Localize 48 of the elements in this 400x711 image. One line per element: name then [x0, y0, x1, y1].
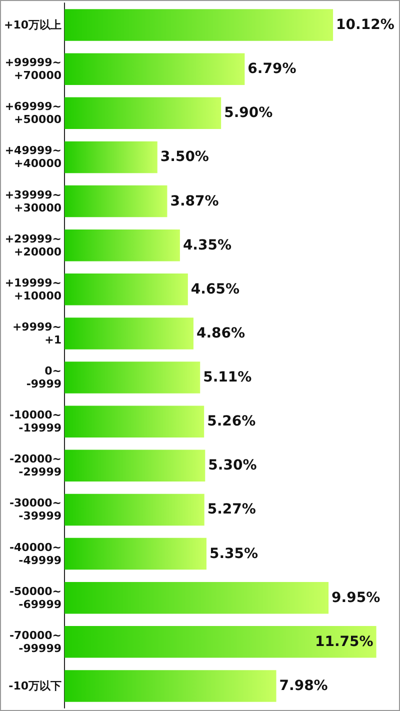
y-tick-label: -40000~-49999 [9, 540, 62, 567]
data-label: 3.87% [170, 193, 219, 210]
bar [64, 582, 329, 614]
bar [64, 450, 206, 482]
bar [64, 406, 204, 438]
data-label: 4.35% [182, 237, 232, 254]
bar [64, 9, 334, 41]
y-tick-label: +99999~+70000 [4, 56, 62, 82]
data-label: 5.11% [203, 370, 252, 386]
data-label: 11.75% [314, 634, 374, 650]
bar [64, 274, 188, 306]
y-tick-label: -20000~-29999 [9, 452, 62, 479]
data-label: 7.98% [279, 678, 328, 694]
y-tick-label: +29999~+20000 [4, 232, 62, 258]
y-tick-label: +10万以上 [4, 18, 62, 32]
bar [64, 362, 200, 394]
y-tick-label: -10000~-19999 [9, 408, 62, 435]
y-tick-label: -30000~-39999 [9, 496, 62, 523]
y-tick-label: +69999~+50000 [4, 100, 62, 126]
bar [64, 141, 158, 174]
bar [64, 538, 206, 570]
y-tick-label: -10万以下 [8, 679, 62, 692]
bar [64, 318, 194, 350]
data-label: 9.95% [332, 590, 380, 606]
bar [64, 494, 204, 526]
bar [64, 53, 245, 85]
y-tick-label: +39999~+30000 [4, 188, 62, 214]
data-label: 10.12% [336, 17, 394, 34]
y-tick-label: -70000~-99999 [9, 628, 62, 655]
y-tick-label: 0~-9999 [26, 364, 62, 391]
data-label: 5.35% [209, 546, 258, 562]
data-label: 3.50% [160, 149, 209, 166]
y-tick-label: +19999~+10000 [4, 276, 62, 302]
data-label: 4.86% [196, 325, 246, 342]
y-tick-label: -50000~-69999 [9, 584, 62, 611]
data-label: 4.65% [190, 281, 240, 298]
data-label: 5.90% [224, 105, 273, 122]
data-label: 5.30% [208, 458, 257, 474]
y-tick-label: +49999~+40000 [4, 144, 62, 170]
data-label: 5.26% [207, 414, 256, 430]
bar [64, 97, 222, 130]
data-label: 5.27% [207, 502, 256, 518]
bar [64, 670, 276, 702]
y-tick-label: +9999~+1 [12, 320, 62, 346]
bar [64, 229, 180, 262]
data-label: 6.79% [248, 61, 296, 78]
bar [64, 626, 376, 658]
bar [64, 185, 168, 218]
